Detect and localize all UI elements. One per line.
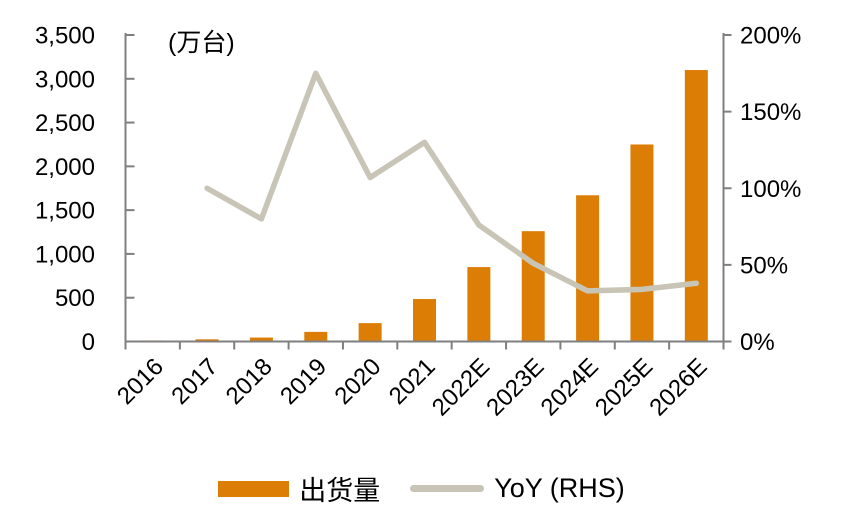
bar-2020 <box>358 323 382 342</box>
shipment-bars <box>141 70 708 342</box>
svg-text:2,500: 2,500 <box>35 110 95 137</box>
svg-text:1,000: 1,000 <box>35 241 95 268</box>
bar-2019 <box>304 331 328 342</box>
bar-2018 <box>249 337 273 342</box>
legend-label-yoy: YoY (RHS) <box>494 473 625 503</box>
bar-2017 <box>195 339 219 342</box>
bar-2023E <box>521 231 545 342</box>
shipments-bar-swatch <box>218 480 290 497</box>
legend: 出货量 YoY (RHS) <box>0 469 843 508</box>
svg-text:2020: 2020 <box>330 353 387 410</box>
bar-2022E <box>467 267 491 342</box>
svg-text:200%: 200% <box>740 23 801 50</box>
legend-item-yoy: YoY (RHS) <box>410 473 625 504</box>
svg-text:2018: 2018 <box>221 353 278 410</box>
svg-text:3,500: 3,500 <box>35 23 95 50</box>
legend-item-shipments: 出货量 <box>218 469 380 508</box>
svg-text:2,000: 2,000 <box>35 154 95 181</box>
bar-2024E <box>576 195 600 342</box>
svg-text:50%: 50% <box>740 252 788 279</box>
svg-text:2019: 2019 <box>275 353 332 410</box>
bar-2026E <box>684 70 708 342</box>
svg-text:0: 0 <box>82 329 95 356</box>
svg-text:3,000: 3,000 <box>35 66 95 93</box>
axes <box>124 33 732 350</box>
svg-text:500: 500 <box>55 285 95 312</box>
svg-text:2025E: 2025E <box>590 353 658 421</box>
svg-text:2017: 2017 <box>166 353 223 410</box>
svg-text:2023E: 2023E <box>481 353 549 421</box>
svg-text:1,500: 1,500 <box>35 198 95 225</box>
svg-text:2024E: 2024E <box>536 353 604 421</box>
svg-text:2016: 2016 <box>112 353 169 410</box>
yoy-line <box>204 70 700 294</box>
bar-2021 <box>413 299 436 342</box>
svg-text:2022E: 2022E <box>427 353 495 421</box>
svg-text:0%: 0% <box>740 329 775 356</box>
axis-unit-title: (万台) <box>168 29 235 57</box>
svg-text:150%: 150% <box>740 99 801 126</box>
svg-text:100%: 100% <box>740 176 801 203</box>
svg-text:2026E: 2026E <box>644 353 712 421</box>
bar-2025E <box>630 144 654 342</box>
yoy-line-swatch <box>410 485 485 492</box>
legend-label-shipments: 出货量 <box>299 476 381 506</box>
